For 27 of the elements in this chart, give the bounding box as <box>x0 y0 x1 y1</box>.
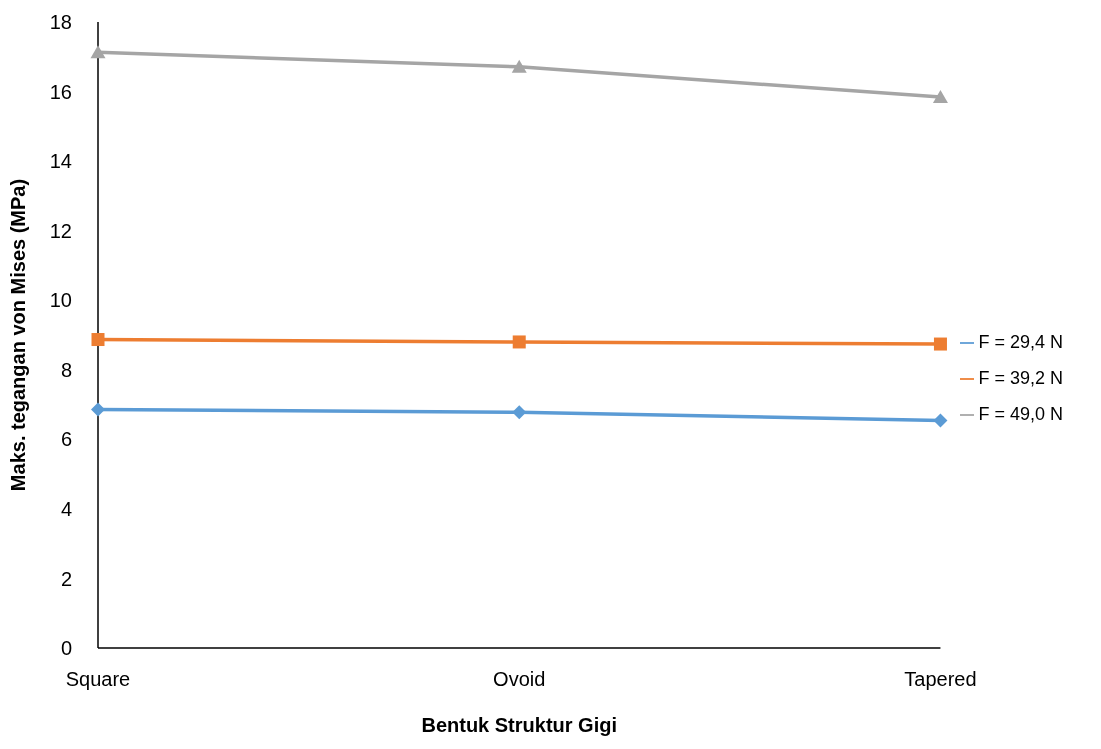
y-tick-label: 14 <box>49 150 72 173</box>
y-tick-label: 18 <box>49 11 72 34</box>
point <box>933 337 947 351</box>
point <box>512 335 526 349</box>
point <box>511 59 527 73</box>
point <box>512 405 527 420</box>
y-tick-label: 12 <box>49 219 72 242</box>
y-tick-label: 0 <box>60 637 72 660</box>
y-tick-label: 8 <box>60 358 72 381</box>
legend-label: F = 39,2 N <box>978 368 1063 388</box>
y-axis-title: Maks. tegangan von Mises (MPa) <box>7 178 30 492</box>
y-tick-label: 4 <box>60 497 72 520</box>
y-tick-label: 10 <box>49 289 72 312</box>
legend-label: F = 29,4 N <box>978 332 1063 352</box>
y-tick-label: 2 <box>60 567 72 590</box>
legend-label: F = 49,0 N <box>978 404 1063 424</box>
point <box>932 90 948 104</box>
x-tick-label: Square <box>65 668 131 691</box>
y-tick-label: 6 <box>60 428 72 451</box>
y-tick-label: 16 <box>49 80 72 103</box>
point <box>90 45 106 59</box>
point <box>91 402 105 417</box>
x-tick-label: Tapered <box>904 668 977 691</box>
point <box>91 333 105 347</box>
point <box>933 413 948 428</box>
x-axis-title: Bentuk Struktur Gigi <box>421 714 618 737</box>
x-tick-label: Ovoid <box>493 668 546 691</box>
